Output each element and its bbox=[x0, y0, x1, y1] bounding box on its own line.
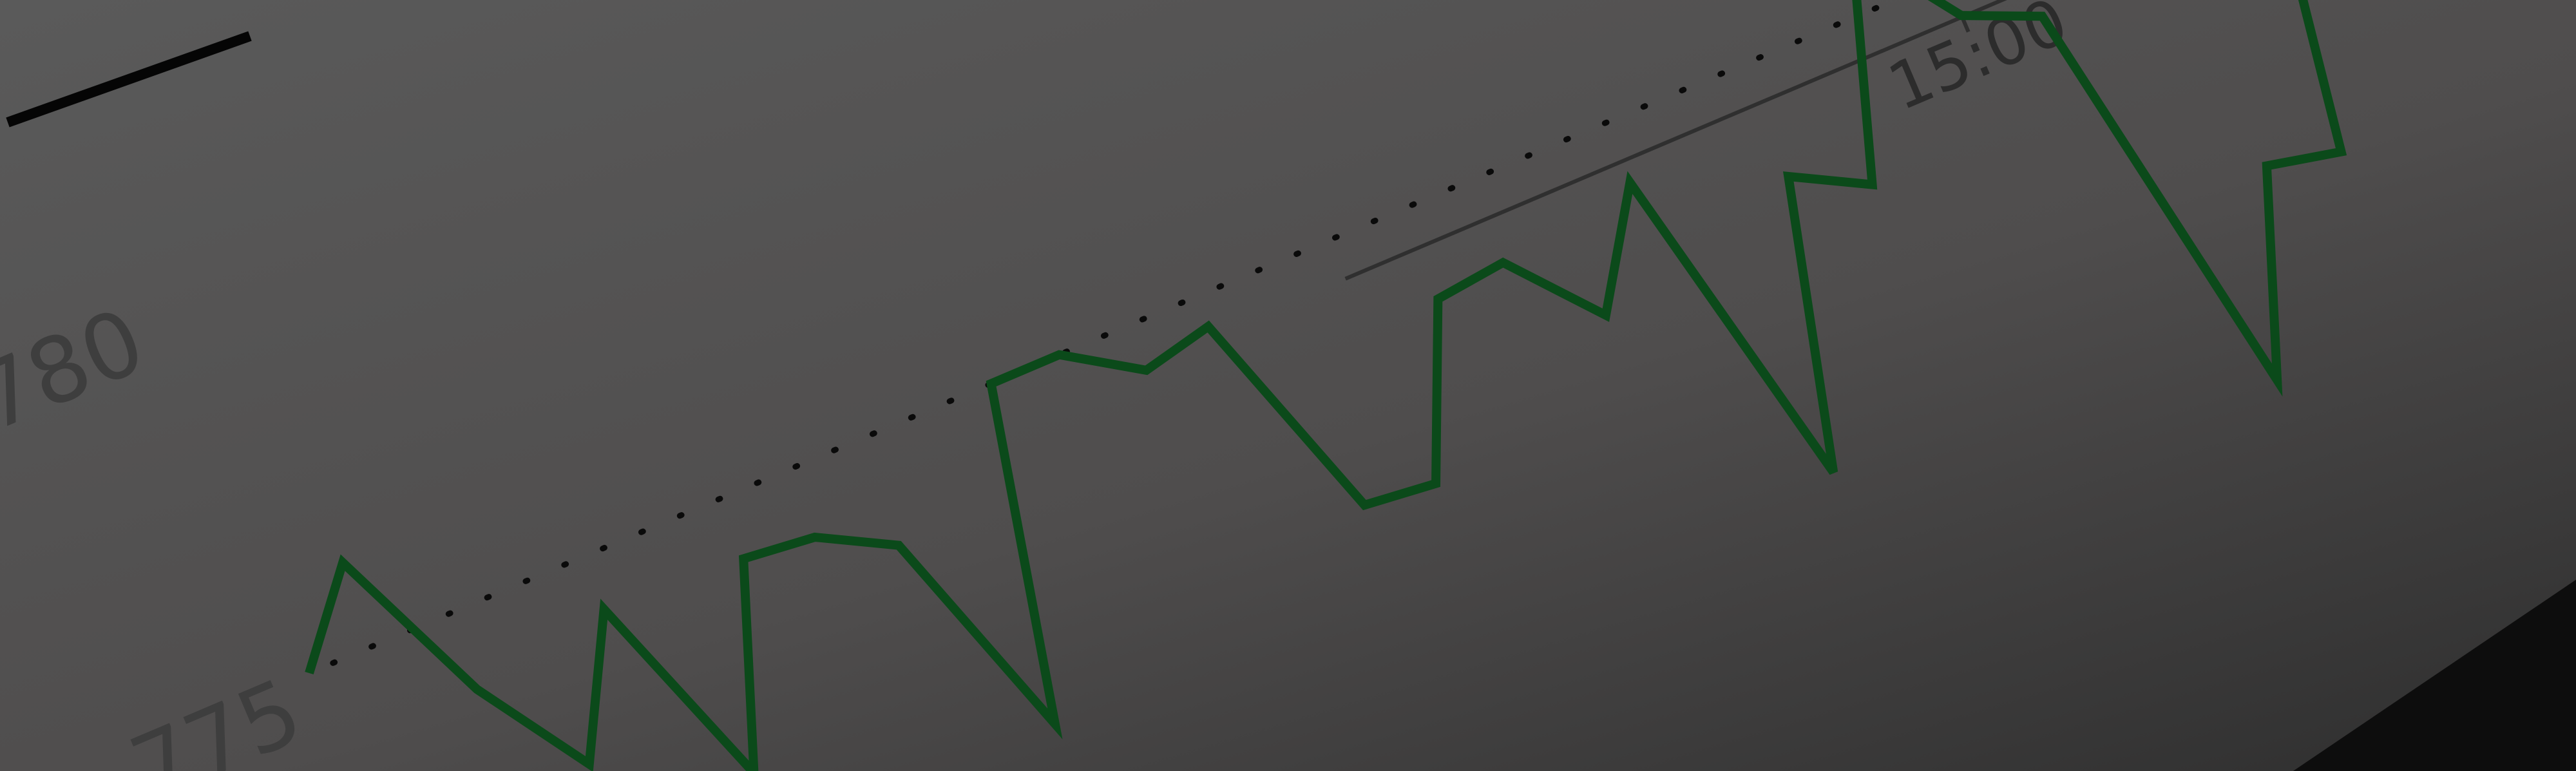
price-line bbox=[305, 0, 2347, 771]
x-axis-line bbox=[1344, 0, 2576, 281]
legend-line bbox=[6, 31, 252, 128]
screen-edge bbox=[2293, 580, 2576, 771]
